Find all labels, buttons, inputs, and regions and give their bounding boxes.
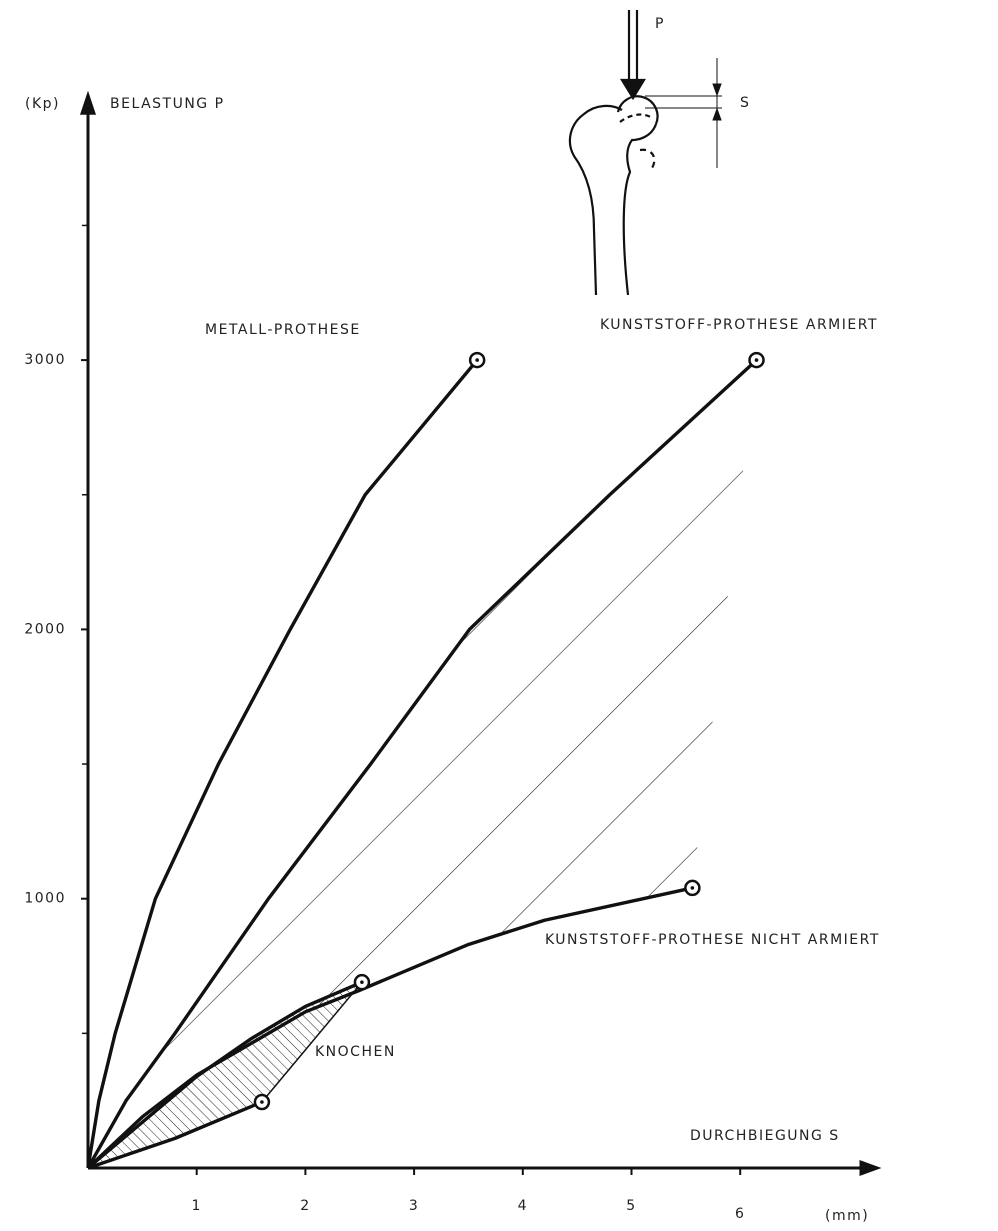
series-label: KUNSTSTOFF-PROTHESE NICHT ARMIERT: [545, 932, 880, 948]
end-marker-dot: [260, 1100, 264, 1104]
end-marker-dot: [360, 980, 364, 984]
chart: P S (Kp) BELASTUNG P DURCHBIEGUNG S (mm)…: [0, 0, 998, 1227]
x-tick-label: 6: [735, 1206, 745, 1222]
x-tick-label: 3: [409, 1198, 419, 1214]
x-axis-arrow: [860, 1160, 882, 1176]
inset-deflection-label: S: [740, 95, 750, 111]
hatch-region: [88, 360, 757, 1168]
end-marker-dot: [475, 358, 479, 362]
x-tick-label: 4: [518, 1198, 528, 1214]
y-axis-arrow: [80, 91, 96, 115]
series-label: METALL-PROTHESE: [205, 322, 361, 338]
end-marker-dot: [691, 886, 695, 890]
end-marker-dot: [755, 358, 759, 362]
x-axis-label: DURCHBIEGUNG S: [690, 1128, 840, 1144]
x-unit: (mm): [825, 1208, 869, 1224]
y-tick-label: 3000: [24, 352, 66, 368]
inset-load-label: P: [655, 16, 665, 32]
series-label: KUNSTSTOFF-PROTHESE ARMIERT: [600, 317, 878, 333]
x-tick-label: 5: [626, 1198, 636, 1214]
x-tick-label: 1: [191, 1198, 201, 1214]
y-unit: (Kp): [25, 96, 60, 112]
femur-inset: [570, 10, 722, 295]
y-tick-label: 1000: [24, 891, 66, 907]
series-label: KNOCHEN: [315, 1044, 396, 1060]
page: {"chart_data": { "type": "line", "y_unit…: [0, 0, 998, 1227]
x-tick-label: 2: [300, 1198, 310, 1214]
y-tick-label: 2000: [24, 621, 66, 637]
y-axis-label: BELASTUNG P: [110, 96, 225, 112]
